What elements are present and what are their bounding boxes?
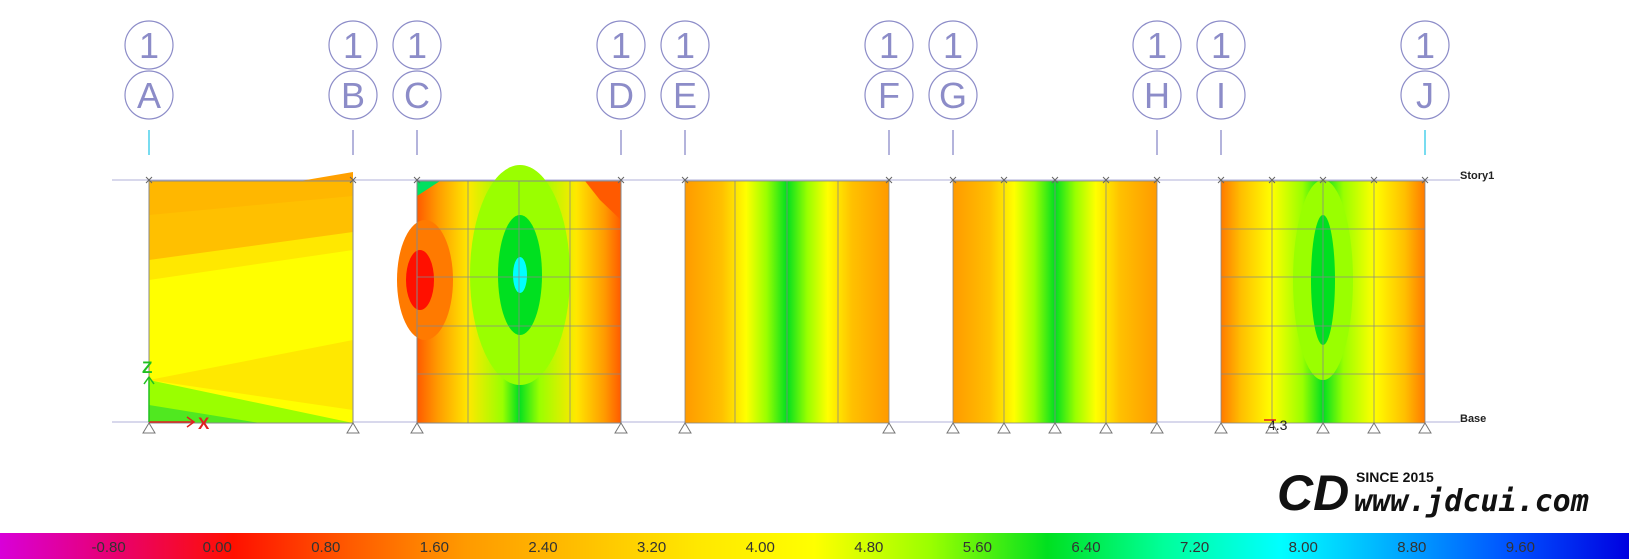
support-icon — [1316, 422, 1330, 434]
grid-bubble-letter: J — [1416, 75, 1434, 116]
legend-bar — [0, 533, 1629, 559]
legend-tick-label: 0.80 — [311, 539, 340, 556]
legend-tick-label: 7.20 — [1180, 539, 1209, 556]
support-icon — [1214, 422, 1228, 434]
grid-bubble-number: 1 — [139, 25, 159, 66]
axis-indicator: X Z — [142, 358, 210, 433]
grid-bubble-letter: H — [1144, 75, 1170, 116]
legend-tick-label: 0.00 — [203, 539, 232, 556]
support-icon — [1265, 422, 1279, 434]
support-icon — [614, 422, 628, 434]
logo-mark: CD — [1277, 465, 1349, 521]
grid-bubble-letter: D — [608, 75, 634, 116]
grid-bubble-letter: I — [1216, 75, 1226, 116]
grid-bubble-number: 1 — [943, 25, 963, 66]
grid-bubble-number: 1 — [675, 25, 695, 66]
grid-bubble-number: 1 — [1415, 25, 1435, 66]
joints-and-supports — [142, 176, 1432, 434]
grid-bubble-b: 1B — [328, 20, 378, 155]
wall-panel-c-d — [397, 165, 622, 424]
wall-panel-i-j: 4.3 — [1220, 180, 1426, 433]
grid-bubble-letter: G — [939, 75, 967, 116]
grid-bubble-g: 1G — [928, 20, 978, 155]
story-label-top: Story1 — [1460, 170, 1494, 182]
support-icon — [882, 422, 896, 434]
wall-panel-a-b — [148, 172, 354, 424]
support-icon — [997, 422, 1011, 434]
support-icon — [346, 422, 360, 434]
legend-tick-label: 2.40 — [528, 539, 557, 556]
legend-tick-label: -0.80 — [91, 539, 125, 556]
axis-z-label: Z — [142, 358, 152, 377]
axis-x-label: X — [198, 414, 210, 433]
grid-bubble-letter: F — [878, 75, 900, 116]
wall-panel-e-f — [684, 180, 890, 424]
support-icon — [1048, 422, 1062, 434]
legend-tick-label: 1.60 — [420, 539, 449, 556]
grid-bubble-c: 1C — [392, 20, 442, 155]
support-icon — [1150, 422, 1164, 434]
site-logo: CD SINCE 2015 www.jdcui.com — [1277, 465, 1589, 521]
grid-bubble-f: 1F — [864, 20, 914, 155]
wall-panel-g-h — [952, 180, 1158, 424]
legend-tick-label: 6.40 — [1071, 539, 1100, 556]
grid-bubble-j: 1J — [1400, 20, 1450, 155]
grid-bubble-i: 1I — [1196, 20, 1246, 155]
grid-bubble-number: 1 — [407, 25, 427, 66]
support-icon — [1418, 422, 1432, 434]
logo-url: www.jdcui.com — [1354, 484, 1589, 519]
legend-tick-label: 4.80 — [854, 539, 883, 556]
legend-tick-label: 8.80 — [1397, 539, 1426, 556]
color-legend: -0.80 0.00 0.80 1.60 2.40 3.20 4.00 4.80 5.60 6.4… — [0, 533, 1629, 559]
legend-tick-label: 3.20 — [637, 539, 666, 556]
legend-tick-label: 5.60 — [963, 539, 992, 556]
legend-tick-label: 8.00 — [1289, 539, 1318, 556]
support-icon — [946, 422, 960, 434]
story-label-bottom: Base — [1460, 413, 1486, 425]
support-icon — [410, 422, 424, 434]
grid-bubble-h: 1H — [1132, 20, 1182, 155]
grid-bubble-e: 1E — [660, 20, 710, 155]
support-icon — [1099, 422, 1113, 434]
legend-tick-label: 9.60 — [1506, 539, 1535, 556]
grid-bubble-d: 1D — [596, 20, 646, 155]
grid-bubble-number: 1 — [879, 25, 899, 66]
grid-bubble-letter: C — [404, 75, 430, 116]
grid-bubble-number: 1 — [611, 25, 631, 66]
grid-bubble-number: 1 — [343, 25, 363, 66]
grid-bubble-letter: B — [341, 75, 365, 116]
point-value-label: 4.3 — [1268, 417, 1288, 433]
support-icon — [678, 422, 692, 434]
grid-bubble-number: 1 — [1211, 25, 1231, 66]
grid-bubble-a: 1A — [124, 20, 174, 155]
logo-since: SINCE 2015 — [1356, 469, 1434, 485]
support-icon — [142, 422, 156, 434]
grid-bubble-letter: A — [137, 75, 161, 116]
legend-tick-label: 4.00 — [746, 539, 775, 556]
support-icon — [1367, 422, 1381, 434]
grid-bubble-letter: E — [673, 75, 697, 116]
grid-bubble-number: 1 — [1147, 25, 1167, 66]
